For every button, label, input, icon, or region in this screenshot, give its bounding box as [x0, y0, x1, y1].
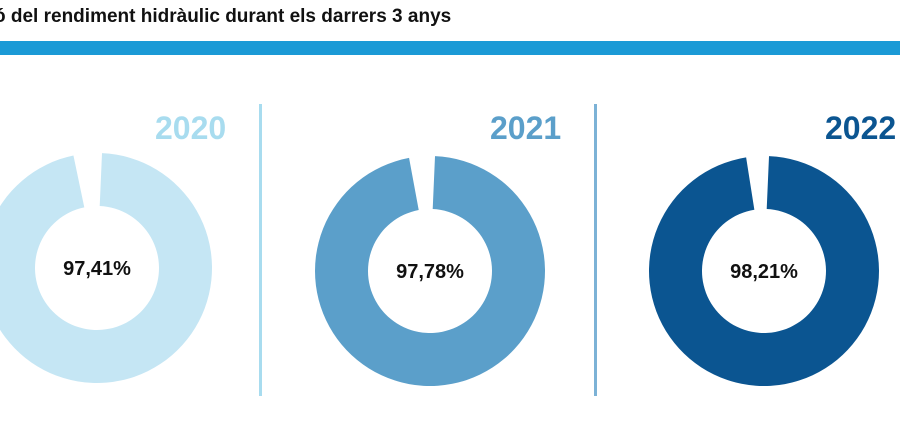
donut-2022-arc: [649, 156, 880, 386]
title-accent-bar: [0, 41, 900, 55]
year-label-2021: 2021: [490, 110, 562, 146]
donut-2021-value-label: 97,78%: [396, 261, 464, 283]
donut-2021: 97,78%: [315, 156, 546, 386]
year-label-2022: 2022: [825, 110, 897, 146]
donut-2020-arc: [0, 153, 212, 383]
divider-right: [594, 104, 597, 396]
donut-2020-value-label: 97,41%: [63, 258, 131, 280]
divider-left: [259, 104, 262, 396]
donut-2022-value-label: 98,21%: [730, 261, 798, 283]
donut-2020: 97,41%: [0, 153, 212, 383]
donut-2021-arc: [315, 156, 546, 386]
year-label-2020: 2020: [155, 110, 227, 146]
donut-2022: 98,21%: [649, 156, 880, 386]
chart-title: ó del rendiment hidràulic durant els dar…: [0, 6, 452, 27]
